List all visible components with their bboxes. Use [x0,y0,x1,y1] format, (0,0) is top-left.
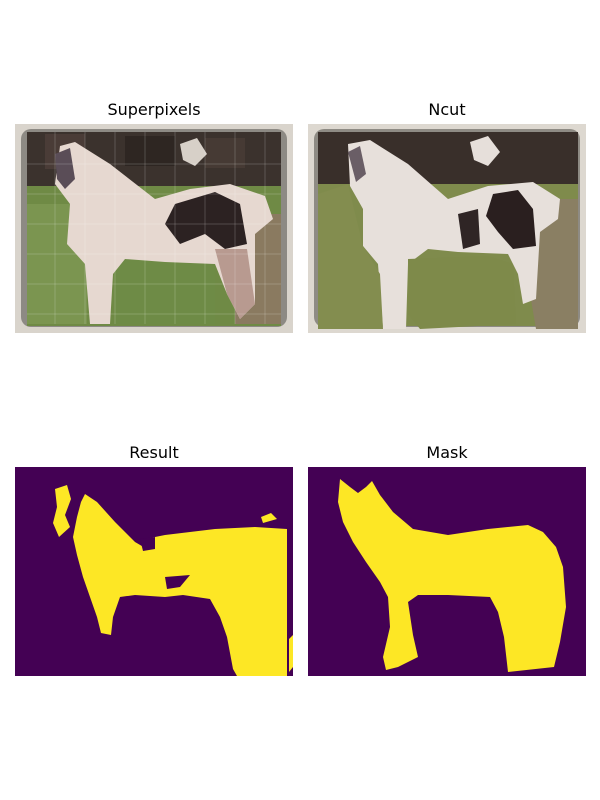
panel-title-ncut: Ncut [428,100,466,119]
panel-title-result: Result [129,443,179,462]
panel-title-superpixels: Superpixels [107,100,201,119]
ncut-image [308,124,586,333]
panel-title-mask: Mask [426,443,468,462]
ground-truth-mask-image [308,467,586,676]
result-mask-image [15,467,293,676]
superpixels-image [15,124,293,333]
